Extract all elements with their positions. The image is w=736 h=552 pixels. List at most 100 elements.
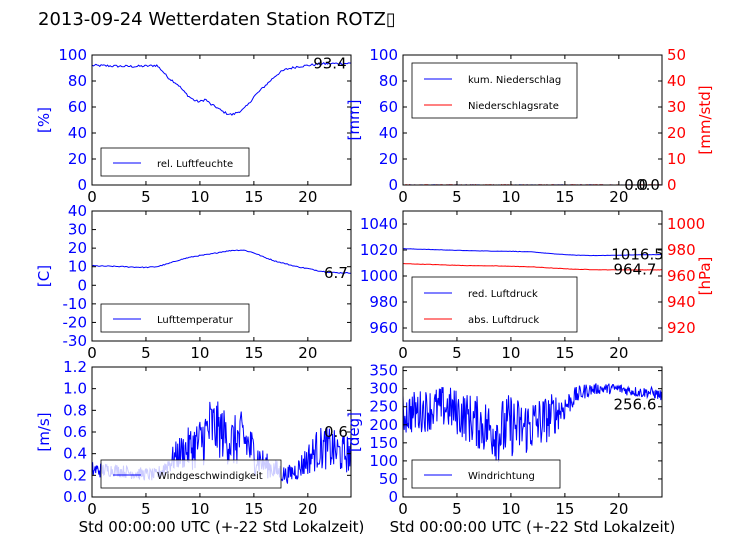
y-tick-label: 80 bbox=[379, 72, 398, 90]
x-tick-label: 5 bbox=[141, 344, 151, 362]
value-annotation: 0.0 bbox=[636, 176, 660, 194]
y-tick-label: 250 bbox=[369, 398, 398, 416]
y-tick-label: 0 bbox=[388, 176, 398, 194]
y-tick-label: 0.8 bbox=[63, 401, 87, 419]
x-tick-label: 15 bbox=[555, 344, 574, 362]
x-tick-label: 15 bbox=[244, 344, 263, 362]
series-line-1 bbox=[92, 249, 351, 274]
legend-box bbox=[411, 276, 578, 333]
y-tick-label: 20 bbox=[68, 150, 87, 168]
x-tick-label: 0 bbox=[398, 188, 408, 206]
y-tick-label: 30 bbox=[68, 221, 87, 239]
x-tick-label: 10 bbox=[501, 344, 520, 362]
x-tick-label: 0 bbox=[87, 344, 97, 362]
y-tick-label: 300 bbox=[369, 380, 398, 398]
y-tick-label: 980 bbox=[369, 293, 398, 311]
legend: Lufttemperatur bbox=[100, 303, 250, 333]
x-tick-label: 20 bbox=[298, 188, 317, 206]
y2-tick-label: 50 bbox=[667, 46, 686, 64]
y-tick-label: 40 bbox=[68, 124, 87, 142]
legend-label: Niederschlagsrate bbox=[468, 101, 559, 112]
legend: Windrichtung bbox=[411, 459, 561, 489]
y-tick-label: 50 bbox=[379, 470, 398, 488]
x-tick-label: 5 bbox=[452, 188, 462, 206]
y-axis-label: [m/s] bbox=[35, 412, 53, 451]
y2-tick-label: 20 bbox=[667, 124, 686, 142]
x-tick-label: 5 bbox=[452, 344, 462, 362]
y2-axis-label: [hPa] bbox=[696, 257, 714, 296]
x-tick-label: 20 bbox=[609, 188, 628, 206]
y-tick-label: 0.0 bbox=[63, 488, 87, 506]
value-annotation: 0.6 bbox=[324, 423, 348, 441]
y-tick-label: -10 bbox=[63, 295, 88, 313]
value-annotation: 256.6 bbox=[613, 395, 656, 413]
y-axis-label: [%] bbox=[35, 107, 53, 133]
y-tick-label: 20 bbox=[68, 239, 87, 257]
x-tick-label: 10 bbox=[190, 188, 209, 206]
y-tick-label: 150 bbox=[369, 434, 398, 452]
x-tick-label: 20 bbox=[609, 344, 628, 362]
y-tick-label: 0.4 bbox=[63, 445, 87, 463]
value-annotation: 93.4 bbox=[313, 55, 346, 73]
value-annotation: 6.7 bbox=[324, 264, 348, 282]
legend-label: kum. Niederschlag bbox=[468, 75, 561, 86]
y-tick-label: 60 bbox=[379, 98, 398, 116]
y-tick-label: 0 bbox=[77, 176, 87, 194]
series-line-1 bbox=[403, 383, 662, 463]
y-tick-label: 1.0 bbox=[63, 380, 87, 398]
x-tick-label: 0 bbox=[398, 344, 408, 362]
plot-frame bbox=[91, 54, 352, 186]
x-tick-label: 15 bbox=[244, 500, 263, 518]
y2-tick-label: 30 bbox=[667, 98, 686, 116]
y-tick-label: 1000 bbox=[360, 267, 398, 285]
y-tick-label: 100 bbox=[58, 46, 87, 64]
x-tick-label: 10 bbox=[190, 500, 209, 518]
x-axis-label: Std 00:00:00 UTC (+-22 Std Lokalzeit) bbox=[79, 518, 365, 536]
legend-box bbox=[100, 147, 250, 177]
subplot-1: 0 5 10 15 20 0 20 40 60 80 100 [%] rel. Luftfeuchte 9… bbox=[35, 46, 352, 206]
y-tick-label: 0.6 bbox=[63, 423, 87, 441]
x-tick-label: 15 bbox=[555, 188, 574, 206]
plot-frame bbox=[91, 210, 352, 342]
y2-tick-label: 920 bbox=[667, 319, 696, 337]
y-tick-label: 100 bbox=[369, 452, 398, 470]
subplot-3: 0 5 10 15 20-30-20-10010203040[C]Lufttempera… bbox=[35, 202, 352, 362]
legend: Windgeschwindigkeit bbox=[100, 459, 282, 489]
x-tick-label: 5 bbox=[141, 188, 151, 206]
legend: red. Luftdruck abs. Luftdruck bbox=[411, 276, 578, 333]
y-tick-label: 0.2 bbox=[63, 466, 87, 484]
y-tick-label: 60 bbox=[68, 98, 87, 116]
x-axis-label: Std 00:00:00 UTC (+-22 Std Lokalzeit) bbox=[390, 518, 676, 536]
y-tick-label: 960 bbox=[369, 319, 398, 337]
y-tick-label: 350 bbox=[369, 362, 398, 380]
x-tick-label: 10 bbox=[190, 344, 209, 362]
legend-box bbox=[411, 62, 578, 119]
y2-tick-label: 0 bbox=[667, 176, 677, 194]
legend-label: abs. Luftdruck bbox=[468, 315, 539, 326]
legend-label: Windgeschwindigkeit bbox=[157, 471, 263, 482]
subplot-2: 0 5 10 15 20 0 20 40 60 80 100 0 10 20 30 40 50 [mm] [mm/s… bbox=[345, 46, 714, 206]
legend-box bbox=[411, 459, 561, 489]
y-tick-label: 10 bbox=[68, 258, 87, 276]
legend: kum. Niederschlag Niederschlagsrate bbox=[411, 62, 578, 119]
y2-tick-label: 960 bbox=[667, 267, 696, 285]
x-tick-label: 20 bbox=[298, 500, 317, 518]
x-tick-label: 10 bbox=[501, 500, 520, 518]
y-axis-label: [mm] bbox=[345, 100, 363, 141]
y-tick-label: 1.2 bbox=[63, 358, 87, 376]
y-tick-label: -30 bbox=[63, 332, 88, 350]
x-tick-label: 10 bbox=[501, 188, 520, 206]
x-tick-label: 20 bbox=[609, 500, 628, 518]
y2-tick-label: 940 bbox=[667, 293, 696, 311]
y-tick-label: 1040 bbox=[360, 215, 398, 233]
value-annotation: 1016.5 bbox=[611, 246, 664, 264]
series-line-2 bbox=[403, 263, 662, 271]
x-tick-label: 15 bbox=[555, 500, 574, 518]
x-tick-label: 0 bbox=[398, 500, 408, 518]
y2-tick-label: 40 bbox=[667, 72, 686, 90]
series-line-1 bbox=[92, 61, 351, 116]
y-tick-label: 200 bbox=[369, 416, 398, 434]
legend-box bbox=[100, 459, 282, 489]
